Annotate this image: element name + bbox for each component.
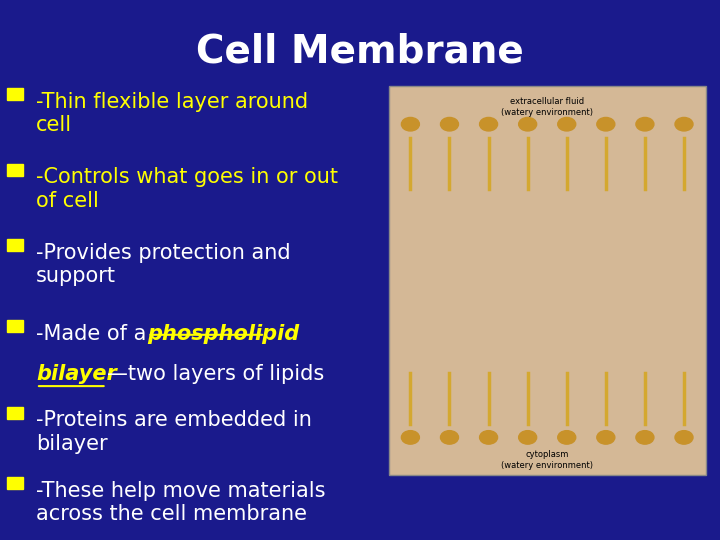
Circle shape (675, 117, 693, 131)
Text: bilayer: bilayer (36, 364, 117, 384)
Text: -Made of a: -Made of a (36, 324, 153, 344)
Circle shape (518, 431, 536, 444)
Circle shape (402, 431, 419, 444)
Circle shape (636, 431, 654, 444)
Circle shape (597, 117, 615, 131)
Circle shape (636, 117, 654, 131)
Text: -Provides protection and
support: -Provides protection and support (36, 243, 291, 286)
Text: phospholipid: phospholipid (148, 324, 300, 344)
Text: extracellular fluid
(watery environment): extracellular fluid (watery environment) (501, 97, 593, 117)
Bar (7, 239, 23, 251)
Bar (7, 164, 23, 176)
Text: -These help move materials
across the cell membrane: -These help move materials across the ce… (36, 481, 325, 524)
Text: Cell Membrane: Cell Membrane (196, 32, 524, 70)
Circle shape (480, 431, 498, 444)
Circle shape (441, 117, 459, 131)
Text: -Thin flexible layer around
cell: -Thin flexible layer around cell (36, 92, 308, 135)
Circle shape (558, 431, 576, 444)
Circle shape (597, 431, 615, 444)
Bar (7, 320, 23, 332)
Circle shape (441, 431, 459, 444)
Bar (7, 88, 23, 100)
Circle shape (518, 117, 536, 131)
Text: -Proteins are embedded in
bilayer: -Proteins are embedded in bilayer (36, 410, 312, 454)
Bar (7, 477, 23, 489)
Text: —two layers of lipids: —two layers of lipids (107, 364, 324, 384)
Text: cytoplasm
(watery environment): cytoplasm (watery environment) (501, 450, 593, 470)
Circle shape (675, 431, 693, 444)
Text: -Controls what goes in or out
of cell: -Controls what goes in or out of cell (36, 167, 338, 211)
Circle shape (480, 117, 498, 131)
Bar (7, 407, 23, 418)
FancyBboxPatch shape (389, 86, 706, 475)
Circle shape (402, 117, 419, 131)
Circle shape (558, 117, 576, 131)
